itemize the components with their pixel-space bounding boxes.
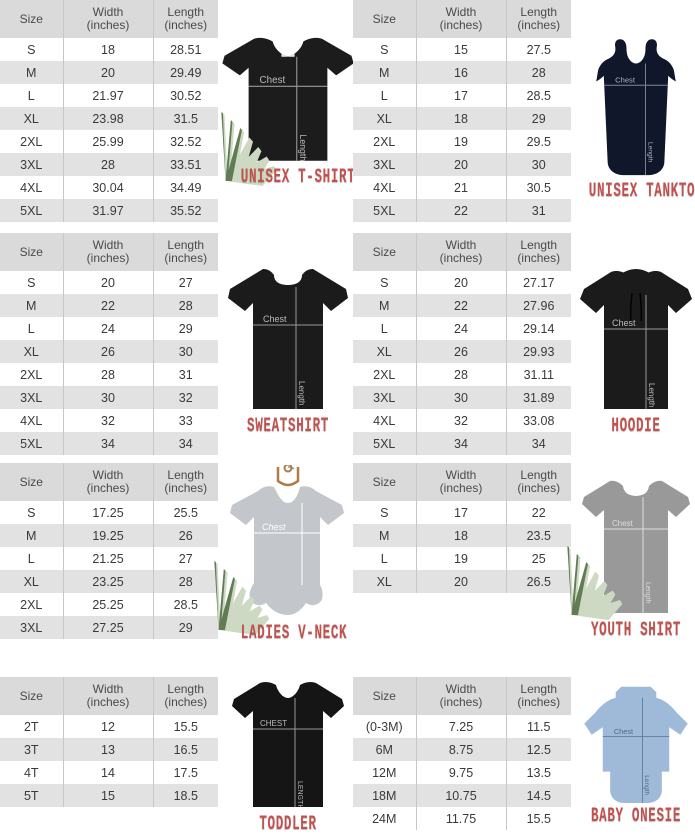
svg-text:CHEST: CHEST — [260, 719, 287, 728]
svg-text:Chest: Chest — [615, 75, 636, 84]
svg-text:Chest: Chest — [612, 519, 634, 528]
svg-text:Length: Length — [297, 381, 306, 405]
svg-text:Chest: Chest — [260, 75, 286, 86]
svg-text:Length: Length — [298, 134, 308, 161]
svg-text:Chest: Chest — [614, 727, 633, 736]
svg-text:Chest: Chest — [263, 314, 287, 324]
svg-text:Length: Length — [647, 383, 656, 407]
svg-text:Chest: Chest — [262, 522, 286, 532]
svg-text:Chest: Chest — [612, 318, 636, 328]
svg-text:Length: Length — [646, 142, 653, 163]
svg-text:Length: Length — [643, 775, 650, 795]
svg-text:LENGTH: LENGTH — [296, 781, 303, 809]
svg-text:Length: Length — [644, 582, 651, 604]
